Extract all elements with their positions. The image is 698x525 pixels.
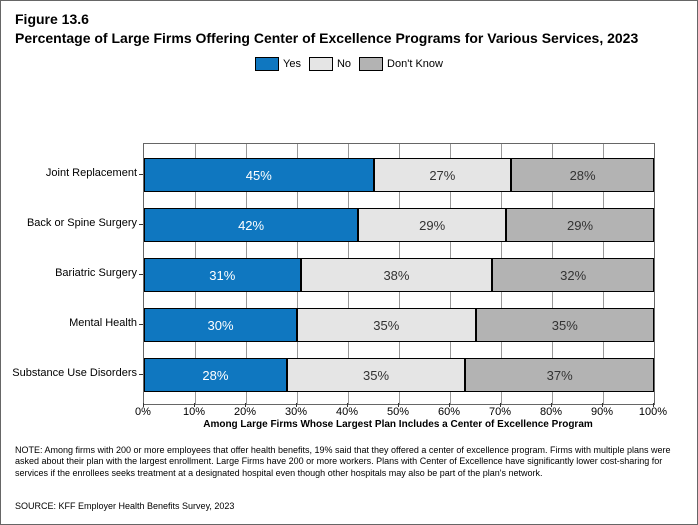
category-label: Bariatric Surgery [7, 267, 137, 279]
bar-segment-dk: 29% [506, 208, 654, 242]
category-label: Joint Replacement [7, 167, 137, 179]
legend-item-yes: Yes [255, 57, 301, 71]
category-label: Mental Health [7, 317, 137, 329]
figure-title: Percentage of Large Firms Offering Cente… [1, 27, 697, 47]
x-tick-label: 60% [438, 406, 460, 418]
y-tick-mark [139, 224, 143, 225]
figure-number: Figure 13.6 [1, 1, 697, 27]
y-tick-mark [139, 174, 143, 175]
y-tick-mark [139, 274, 143, 275]
bar-segment-dk: 28% [511, 158, 654, 192]
x-tick-label: 20% [234, 406, 256, 418]
x-tick-label: 70% [489, 406, 511, 418]
x-tick-label: 50% [387, 406, 409, 418]
bar-row: 30%35%35% [144, 308, 654, 342]
x-tick-label: 10% [183, 406, 205, 418]
x-tick-label: 40% [336, 406, 358, 418]
bar-segment-no: 27% [374, 158, 512, 192]
y-tick-mark [139, 374, 143, 375]
bar-segment-dk: 35% [476, 308, 655, 342]
legend-swatch-no [309, 57, 333, 71]
bar-segment-yes: 42% [144, 208, 358, 242]
source-line: SOURCE: KFF Employer Health Benefits Sur… [15, 501, 234, 511]
bar-segment-yes: 30% [144, 308, 297, 342]
x-axis-title: Among Large Firms Whose Largest Plan Inc… [143, 419, 653, 430]
y-tick-mark [139, 324, 143, 325]
bar-row: 28%35%37% [144, 358, 654, 392]
legend-item-no: No [309, 57, 351, 71]
category-label: Back or Spine Surgery [7, 217, 137, 229]
legend-label-dont-know: Don't Know [387, 58, 443, 70]
legend-label-yes: Yes [283, 58, 301, 70]
footnote: NOTE: Among firms with 200 or more emplo… [15, 445, 683, 479]
category-label: Substance Use Disorders [7, 367, 137, 379]
legend-item-dont-know: Don't Know [359, 57, 443, 71]
bar-segment-yes: 31% [144, 258, 301, 292]
legend-swatch-yes [255, 57, 279, 71]
legend-label-no: No [337, 58, 351, 70]
bar-row: 45%27%28% [144, 158, 654, 192]
bar-segment-no: 35% [287, 358, 466, 392]
x-tick-label: 0% [135, 406, 151, 418]
bar-segment-dk: 37% [465, 358, 654, 392]
legend-swatch-dk [359, 57, 383, 71]
x-tick-label: 80% [540, 406, 562, 418]
x-tick-label: 30% [285, 406, 307, 418]
bar-row: 42%29%29% [144, 208, 654, 242]
bar-segment-yes: 28% [144, 358, 287, 392]
x-tick-label: 90% [591, 406, 613, 418]
bar-segment-yes: 45% [144, 158, 374, 192]
chart-plot-area: 45%27%28%42%29%29%31%38%32%30%35%35%28%3… [143, 143, 655, 405]
x-tick-label: 100% [639, 406, 667, 418]
bar-segment-no: 35% [297, 308, 476, 342]
legend: Yes No Don't Know [1, 47, 697, 77]
bar-segment-no: 29% [358, 208, 506, 242]
bar-segment-no: 38% [301, 258, 493, 292]
bar-row: 31%38%32% [144, 258, 654, 292]
bar-segment-dk: 32% [492, 258, 654, 292]
